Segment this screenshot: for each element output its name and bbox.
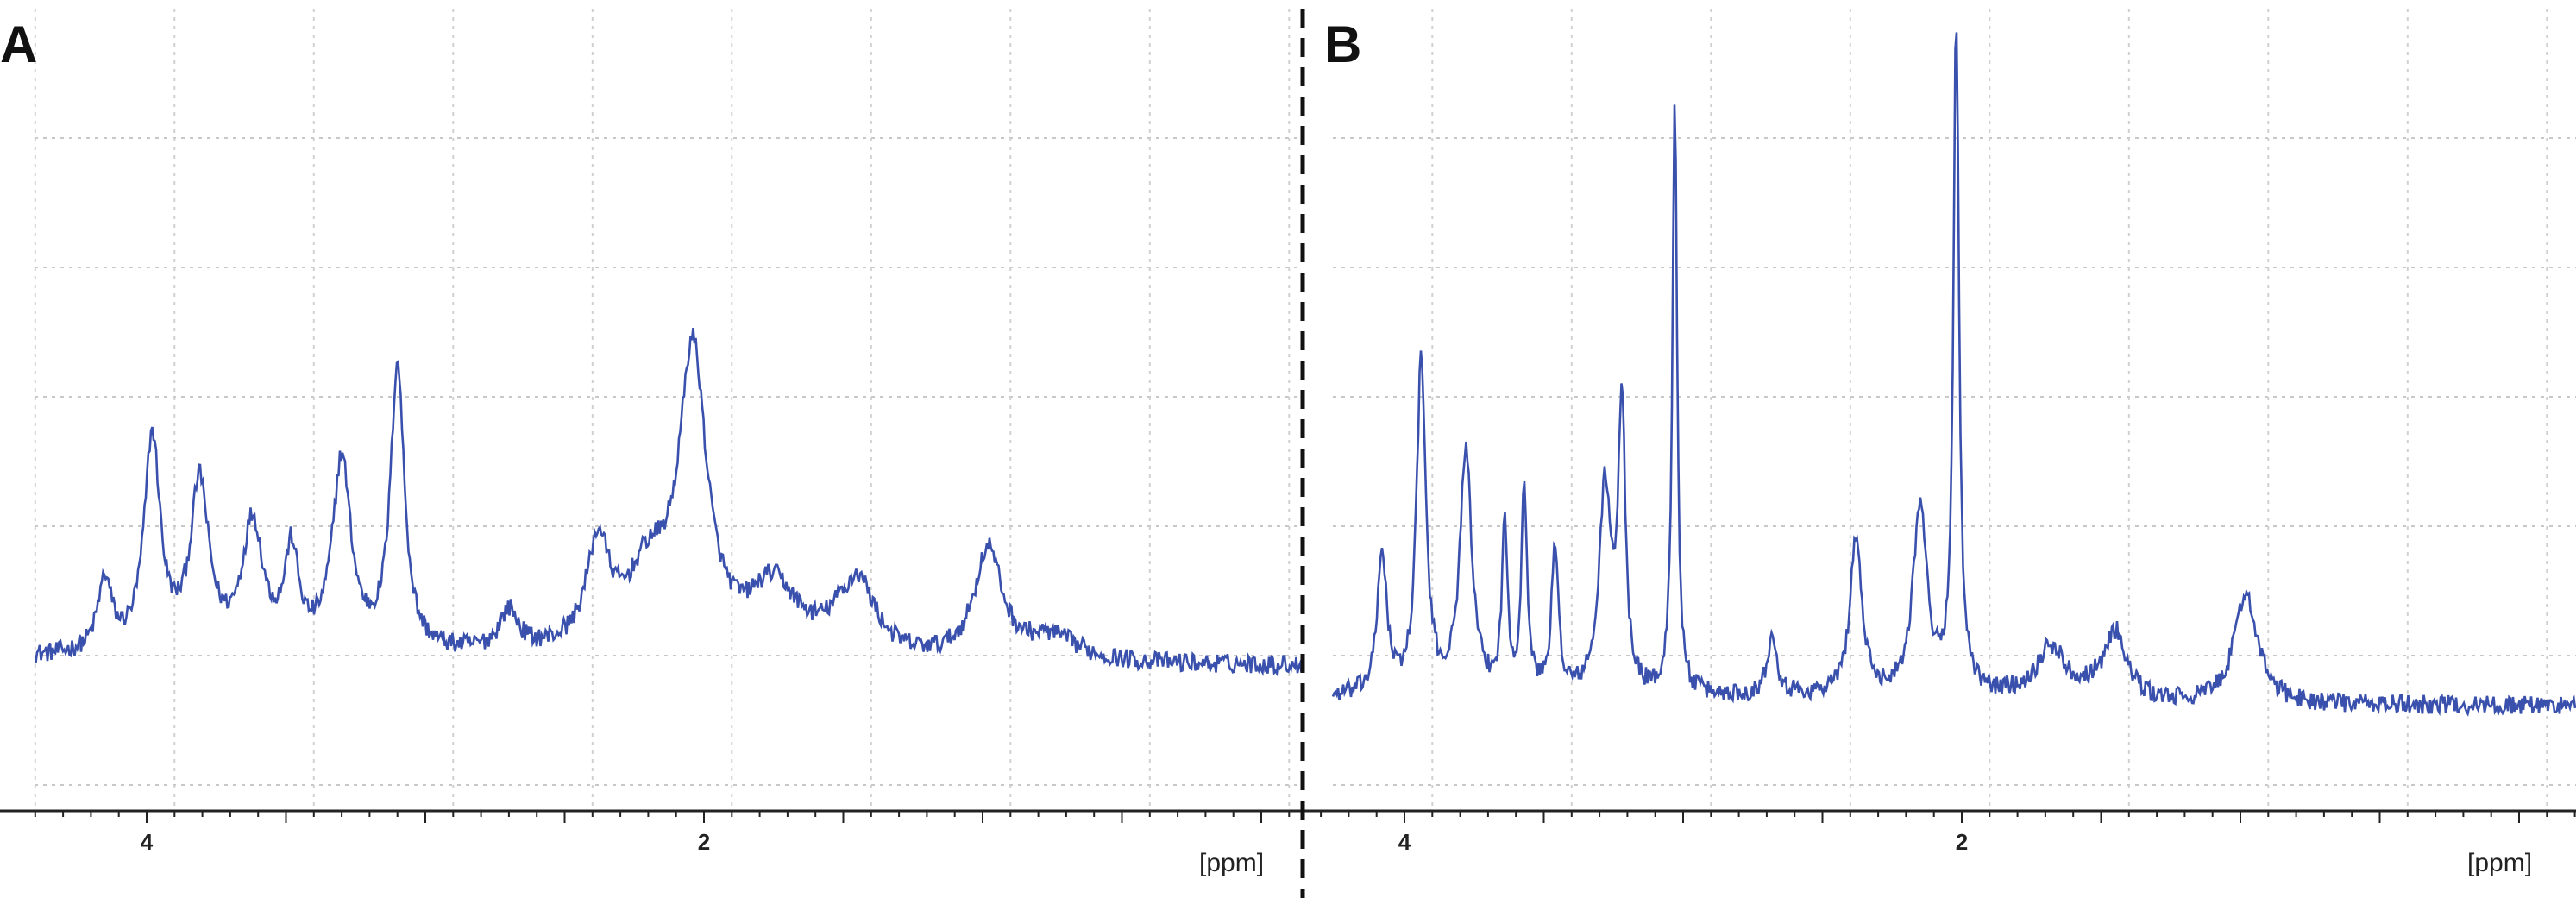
tick-label: 2: [698, 829, 710, 855]
grid-a: [34, 9, 1303, 811]
tick-label: 2: [1956, 829, 1968, 855]
x-axis-unit-a: [ppm]: [1199, 849, 1264, 877]
tick-label: 4: [1398, 829, 1411, 855]
tick-label: 4: [141, 829, 154, 855]
spectrum-line-b: [1331, 32, 2576, 717]
panel-label-b: B: [1324, 16, 1361, 73]
spectrum-line-a: [34, 327, 1304, 677]
panel-label-a: A: [0, 16, 37, 73]
x-axis-unit-b: [ppm]: [2467, 849, 2532, 877]
